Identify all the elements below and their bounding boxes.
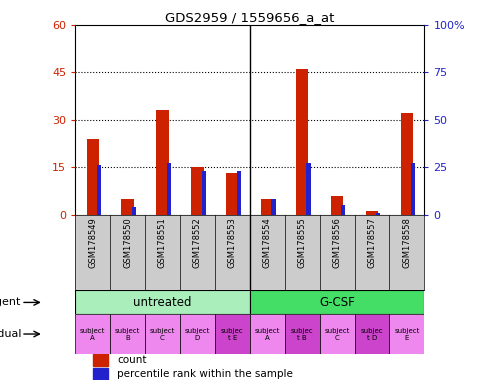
Bar (389, 314, 424, 354)
Text: GSM178555: GSM178555 (297, 217, 306, 268)
Bar (191, 167, 203, 215)
Text: agent: agent (0, 298, 21, 308)
Text: GSM178551: GSM178551 (158, 217, 166, 268)
Bar (75, 290, 249, 314)
Text: individual: individual (0, 329, 21, 339)
Text: GSM178556: GSM178556 (332, 217, 341, 268)
Bar (319, 314, 354, 354)
Bar (97, 165, 101, 215)
Text: subject
A: subject A (254, 328, 279, 341)
Text: subject
C: subject C (150, 328, 175, 341)
Bar (92, 368, 108, 380)
Bar (180, 314, 214, 354)
Text: subjec
t D: subjec t D (360, 328, 382, 341)
Bar (284, 314, 319, 354)
Bar (306, 163, 310, 215)
Text: subject
A: subject A (80, 328, 105, 341)
Bar (376, 213, 379, 215)
Bar (110, 314, 145, 354)
Bar (86, 139, 99, 215)
Text: count: count (117, 355, 146, 365)
Bar (260, 199, 273, 215)
Bar (249, 290, 424, 314)
Text: untreated: untreated (133, 296, 191, 309)
Text: GSM178553: GSM178553 (227, 217, 236, 268)
Title: GDS2959 / 1559656_a_at: GDS2959 / 1559656_a_at (165, 11, 334, 24)
Text: GSM178554: GSM178554 (262, 217, 271, 268)
Text: GSM178549: GSM178549 (88, 217, 97, 268)
Bar (156, 110, 168, 215)
Bar (236, 171, 240, 215)
Bar (271, 199, 275, 215)
Bar (226, 174, 238, 215)
Text: percentile rank within the sample: percentile rank within the sample (117, 369, 292, 379)
Text: subjec
t E: subjec t E (221, 328, 243, 341)
Bar (75, 314, 110, 354)
Text: G-CSF: G-CSF (318, 296, 354, 309)
Text: GSM178550: GSM178550 (123, 217, 132, 268)
Bar (410, 163, 414, 215)
Bar (354, 314, 389, 354)
Bar (295, 69, 308, 215)
Text: GSM178552: GSM178552 (193, 217, 201, 268)
Bar (145, 314, 180, 354)
Bar (214, 314, 249, 354)
Bar (249, 314, 284, 354)
Bar (132, 207, 136, 215)
Bar (341, 205, 345, 215)
Text: GSM178558: GSM178558 (402, 217, 410, 268)
Text: subject
D: subject D (184, 328, 210, 341)
Bar (166, 163, 170, 215)
Bar (330, 195, 343, 215)
Text: subject
B: subject B (115, 328, 140, 341)
Text: subject
E: subject E (393, 328, 419, 341)
Text: subjec
t B: subjec t B (290, 328, 313, 341)
Bar (400, 113, 412, 215)
Bar (121, 199, 134, 215)
Bar (92, 354, 108, 366)
Bar (201, 171, 205, 215)
Bar (365, 212, 378, 215)
Text: GSM178557: GSM178557 (367, 217, 376, 268)
Text: subject
C: subject C (324, 328, 349, 341)
